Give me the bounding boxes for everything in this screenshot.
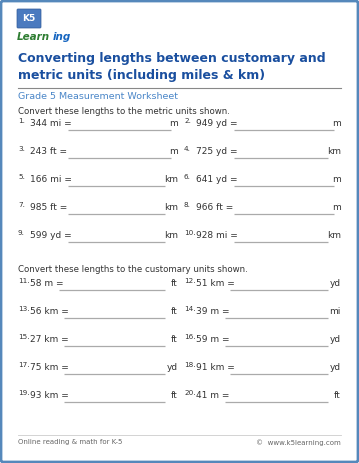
Text: 928 mi =: 928 mi = bbox=[196, 231, 238, 240]
Text: km: km bbox=[164, 203, 178, 212]
Text: ©  www.k5learning.com: © www.k5learning.com bbox=[256, 439, 341, 446]
FancyBboxPatch shape bbox=[17, 9, 41, 28]
Text: 11.: 11. bbox=[18, 278, 29, 284]
Text: ft: ft bbox=[171, 335, 178, 344]
Text: 14.: 14. bbox=[184, 306, 196, 312]
Text: 13.: 13. bbox=[18, 306, 29, 312]
Text: 725 yd =: 725 yd = bbox=[196, 147, 238, 156]
Text: 949 yd =: 949 yd = bbox=[196, 119, 238, 128]
Text: 1.: 1. bbox=[18, 118, 25, 124]
Text: 10.: 10. bbox=[184, 230, 196, 236]
Text: 17.: 17. bbox=[18, 362, 29, 368]
Text: km: km bbox=[327, 147, 341, 156]
Text: 41 m =: 41 m = bbox=[196, 391, 229, 400]
Text: 15.: 15. bbox=[18, 334, 29, 340]
Text: km: km bbox=[327, 231, 341, 240]
Text: 4.: 4. bbox=[184, 146, 191, 152]
Text: 58 m =: 58 m = bbox=[30, 279, 64, 288]
Text: 966 ft =: 966 ft = bbox=[196, 203, 233, 212]
Text: yd: yd bbox=[330, 279, 341, 288]
Text: 243 ft =: 243 ft = bbox=[30, 147, 67, 156]
Text: 985 ft =: 985 ft = bbox=[30, 203, 67, 212]
Text: 59 m =: 59 m = bbox=[196, 335, 229, 344]
Text: 51 km =: 51 km = bbox=[196, 279, 235, 288]
Text: Converting lengths between customary and
metric units (including miles & km): Converting lengths between customary and… bbox=[18, 52, 326, 81]
Text: K5: K5 bbox=[22, 14, 36, 23]
Text: m: m bbox=[169, 147, 178, 156]
Text: yd: yd bbox=[167, 363, 178, 372]
Text: ft: ft bbox=[334, 391, 341, 400]
Text: 39 m =: 39 m = bbox=[196, 307, 229, 316]
Text: 20.: 20. bbox=[184, 390, 196, 396]
Text: m: m bbox=[332, 119, 341, 128]
Text: Convert these lengths to the metric units shown.: Convert these lengths to the metric unit… bbox=[18, 107, 230, 116]
Text: 7.: 7. bbox=[18, 202, 25, 208]
Text: ft: ft bbox=[171, 391, 178, 400]
Text: m: m bbox=[169, 119, 178, 128]
Text: 16.: 16. bbox=[184, 334, 196, 340]
Text: yd: yd bbox=[330, 335, 341, 344]
Text: 9.: 9. bbox=[18, 230, 25, 236]
Text: 599 yd =: 599 yd = bbox=[30, 231, 72, 240]
Text: 5.: 5. bbox=[18, 174, 25, 180]
Text: ft: ft bbox=[171, 307, 178, 316]
Text: 3.: 3. bbox=[18, 146, 25, 152]
Text: 166 mi =: 166 mi = bbox=[30, 175, 72, 184]
Text: ft: ft bbox=[171, 279, 178, 288]
Text: 19.: 19. bbox=[18, 390, 29, 396]
Text: 6.: 6. bbox=[184, 174, 191, 180]
Text: 344 mi =: 344 mi = bbox=[30, 119, 72, 128]
Text: 27 km =: 27 km = bbox=[30, 335, 69, 344]
Text: 56 km =: 56 km = bbox=[30, 307, 69, 316]
Text: Learn: Learn bbox=[17, 32, 50, 42]
Text: km: km bbox=[164, 175, 178, 184]
Text: 18.: 18. bbox=[184, 362, 196, 368]
Text: ing: ing bbox=[53, 32, 71, 42]
Text: mi: mi bbox=[330, 307, 341, 316]
Text: m: m bbox=[332, 175, 341, 184]
Text: 91 km =: 91 km = bbox=[196, 363, 235, 372]
Text: Grade 5 Measurement Worksheet: Grade 5 Measurement Worksheet bbox=[18, 92, 178, 101]
Text: 93 km =: 93 km = bbox=[30, 391, 69, 400]
Text: 8.: 8. bbox=[184, 202, 191, 208]
Text: km: km bbox=[164, 231, 178, 240]
Text: 75 km =: 75 km = bbox=[30, 363, 69, 372]
Text: 12.: 12. bbox=[184, 278, 196, 284]
Text: Convert these lengths to the customary units shown.: Convert these lengths to the customary u… bbox=[18, 265, 248, 274]
Text: 2.: 2. bbox=[184, 118, 191, 124]
Text: m: m bbox=[332, 203, 341, 212]
Text: yd: yd bbox=[330, 363, 341, 372]
Text: 641 yd =: 641 yd = bbox=[196, 175, 238, 184]
Text: Online reading & math for K-5: Online reading & math for K-5 bbox=[18, 439, 122, 445]
